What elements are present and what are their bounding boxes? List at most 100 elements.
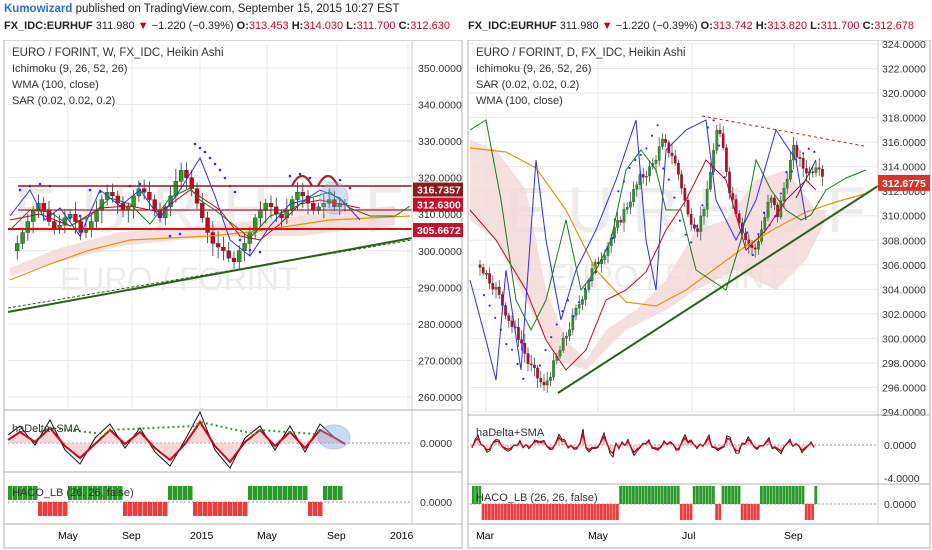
left-haco-bar xyxy=(208,502,213,516)
left-indicator-2[interactable]: WMA (100, close) xyxy=(12,79,99,91)
right-candle xyxy=(763,217,767,230)
right-haco-bar xyxy=(635,486,638,504)
left-symbol[interactable]: FX_IDC:EURHUF xyxy=(4,20,93,32)
right-haco-bar xyxy=(654,486,658,504)
daily-chart[interactable]: EURHUF EURO / FORINT 324.0000322.0000320… xyxy=(466,40,932,550)
right-haco-bar xyxy=(526,504,530,520)
right-candle xyxy=(645,175,648,178)
right-sar-dot xyxy=(555,323,558,326)
left-sub1-title[interactable]: haDelta+SMA xyxy=(12,423,81,435)
right-candle xyxy=(795,145,799,158)
left-change-arrow-icon: ▼ xyxy=(137,20,149,32)
right-candle xyxy=(744,232,747,241)
right-haco-bar xyxy=(638,486,642,504)
right-haco-bar xyxy=(686,504,690,520)
right-haco-bar xyxy=(545,504,549,520)
right-sar-dot xyxy=(785,171,788,174)
left-sar-dot xyxy=(298,172,302,176)
right-candle xyxy=(814,167,818,173)
left-haco-bar xyxy=(258,486,263,500)
right-price-tick: 296.0000 xyxy=(882,382,926,394)
right-candle xyxy=(750,244,754,248)
right-haco-bar xyxy=(596,504,600,520)
left-haco-bar xyxy=(18,486,23,500)
right-sar-dot xyxy=(622,180,626,183)
right-haco-bar xyxy=(696,486,699,504)
right-sub2-title[interactable]: HACO_LB (26, 26, false) xyxy=(476,492,598,504)
right-haco-bar xyxy=(683,504,686,520)
right-haco-bar xyxy=(673,486,677,504)
right-haco-bar xyxy=(504,504,507,520)
left-haco-bar xyxy=(128,502,133,516)
right-sar-dot xyxy=(628,166,631,170)
right-candle xyxy=(584,289,587,300)
right-price-tick: 304.0000 xyxy=(882,284,926,296)
left-price-label-box xyxy=(413,223,463,238)
left-haco-bar xyxy=(78,486,83,500)
right-candle xyxy=(641,174,645,178)
right-haco-bar xyxy=(625,486,629,504)
right-sar-dot xyxy=(695,225,698,228)
right-sma-line xyxy=(471,431,815,455)
left-wma-line xyxy=(9,215,411,281)
right-candle xyxy=(805,168,808,174)
right-indicator-3[interactable]: WMA (100, close) xyxy=(476,95,563,107)
left-sma-green xyxy=(39,420,321,436)
right-candle xyxy=(715,130,719,151)
right-price-tick: 324.0000 xyxy=(882,40,926,51)
left-candle xyxy=(242,243,247,251)
right-haco-bar xyxy=(811,504,814,520)
left-trendline-dashed xyxy=(7,239,413,309)
right-haco-bar xyxy=(584,504,587,520)
left-haco-bar xyxy=(143,502,148,516)
right-indicator-2[interactable]: SAR (0.02, 0.02, 0.2) xyxy=(476,79,579,91)
right-sar-dot xyxy=(729,190,732,193)
right-candle xyxy=(581,299,584,305)
right-haco-bar xyxy=(804,504,808,520)
right-candle xyxy=(801,157,805,169)
right-candle xyxy=(488,273,491,284)
right-candle xyxy=(673,155,677,164)
right-haco-bar xyxy=(542,504,546,520)
left-sub2-title[interactable]: HACO_LB (26, 26, false) xyxy=(12,487,134,499)
right-haco-bar xyxy=(779,486,782,504)
weekly-chart[interactable]: EURHUF EURO / FORINT 350.0000340.0000330… xyxy=(0,40,466,550)
right-haco-bar xyxy=(808,504,811,520)
right-haco-bar xyxy=(692,486,696,504)
right-price-label: 312.6775 xyxy=(882,178,926,190)
right-haco-bar xyxy=(561,504,565,520)
right-haco-bar xyxy=(785,486,789,504)
right-candle xyxy=(817,167,821,170)
left-indicator-3[interactable]: SAR (0.02, 0.02, 0.2) xyxy=(12,95,115,107)
right-candle xyxy=(571,315,575,330)
right-candle xyxy=(491,283,495,290)
left-sar-dot xyxy=(198,146,202,150)
right-sar-dot xyxy=(499,328,502,331)
right-sar-dot xyxy=(656,124,659,127)
left-haco-bar xyxy=(198,502,203,516)
right-haco-bar xyxy=(734,486,738,504)
left-price-tick: 260.0000 xyxy=(418,392,462,404)
right-sar-dot xyxy=(667,178,670,181)
right-candle xyxy=(689,214,693,225)
right-haco-bar xyxy=(609,504,613,520)
publish-line: Kumowizard published on TradingView.com,… xyxy=(4,3,400,15)
right-sar-dot xyxy=(740,224,743,227)
right-candle xyxy=(721,133,725,148)
left-haco-bar xyxy=(43,502,48,516)
right-price-tick: 314.0000 xyxy=(882,162,926,174)
right-kijun-line xyxy=(469,119,807,381)
right-haco-bar xyxy=(769,486,773,504)
author-link[interactable]: Kumowizard xyxy=(4,3,73,15)
right-sub1-title[interactable]: haDelta+SMA xyxy=(476,427,545,439)
right-haco-bar xyxy=(481,504,485,520)
right-symbol[interactable]: FX_IDC:EURHUF xyxy=(468,20,557,32)
right-low: 311.700 xyxy=(820,20,860,32)
right-indicator-1[interactable]: Ichimoku (9, 26, 52, 26) xyxy=(476,63,592,75)
left-indicator-1[interactable]: Ichimoku (9, 26, 52, 26) xyxy=(12,63,128,75)
left-sar-dot xyxy=(18,188,22,192)
right-candle xyxy=(520,339,523,344)
right-price-tick: 302.0000 xyxy=(882,309,926,321)
right-haco-bars xyxy=(472,486,818,520)
right-candle xyxy=(766,202,770,218)
